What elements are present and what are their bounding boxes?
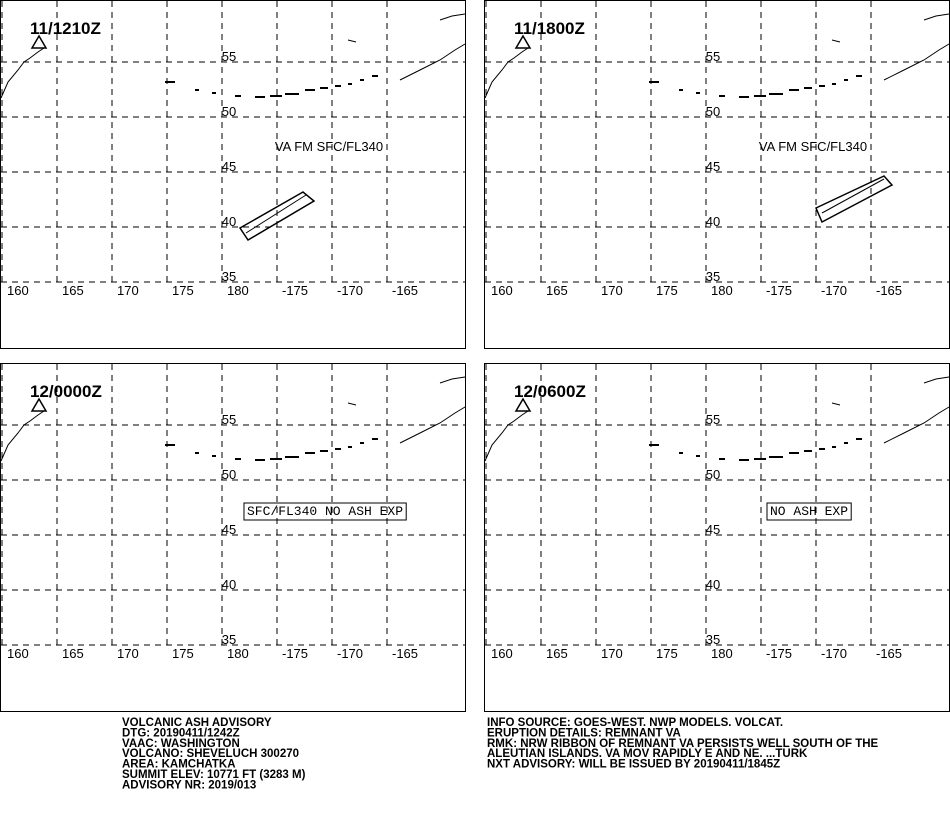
lon-label: 175 [656, 283, 678, 298]
lat-label: 50 [706, 467, 720, 482]
valid-time: 11/1210Z [30, 19, 101, 38]
ash-annotation: NO ASH EXP [770, 504, 848, 519]
lon-label: -175 [282, 283, 308, 298]
lat-label: 35 [222, 632, 236, 647]
panel-border [0, 363, 466, 712]
valid-time: 12/0600Z [514, 382, 586, 401]
islands [649, 438, 862, 461]
ash-area [815, 175, 894, 224]
lat-label: 40 [222, 577, 236, 592]
advisory-line: DTG: 20190411/1242Z [122, 727, 240, 739]
lat-label: 40 [706, 577, 720, 592]
ash-annotation: SFC/FL340 NO ASH EXP [247, 504, 403, 519]
map-panel: 160 165 170 175 180 -175 -170 -165 55 50 45 40 35 11/… [484, 0, 950, 349]
lon-label: 165 [62, 646, 84, 661]
ash-area [238, 191, 316, 242]
volcano-symbol [514, 34, 532, 49]
advisory-line: SUMMIT ELEV: 10771 FT (3283 M) [122, 769, 306, 781]
valid-time: 12/0000Z [30, 382, 102, 401]
lat-label: 35 [706, 632, 720, 647]
islands [165, 438, 378, 461]
lat-label: 50 [222, 104, 236, 119]
coastline [484, 13, 950, 99]
lon-label: -165 [392, 283, 418, 298]
hatch [821, 178, 885, 214]
lat-label: 45 [706, 159, 720, 174]
coastline [0, 13, 466, 99]
lon-label: 170 [601, 283, 623, 298]
lat-label: 55 [222, 412, 236, 427]
coastline [0, 376, 466, 462]
lat-label: 40 [222, 214, 236, 229]
lon-label: 170 [117, 646, 139, 661]
lat-label: 40 [706, 214, 720, 229]
lon-label: 180 [711, 646, 733, 661]
ash-annotation: VA FM SFC/FL340 [759, 139, 867, 154]
advisory-line: INFO SOURCE: GOES-WEST. NWP MODELS. VOLC… [487, 717, 783, 729]
lon-label: 175 [172, 283, 194, 298]
advisory-line: VOLCANIC ASH ADVISORY [122, 717, 272, 729]
lat-label: 35 [706, 269, 720, 284]
lat-label: 50 [222, 467, 236, 482]
panel-border [0, 0, 466, 349]
map-panel: 160 165 170 175 180 -175 -170 -165 55 50 45 40 35 12/… [0, 363, 466, 712]
advisory-line: AREA: KAMCHATKA [122, 759, 236, 771]
lon-label: 180 [227, 646, 249, 661]
advisory-line: VAAC: WASHINGTON [122, 738, 240, 750]
volcano-symbol [514, 397, 532, 412]
lat-label: 55 [706, 49, 720, 64]
panel-border [484, 0, 950, 349]
valid-time: 11/1800Z [514, 19, 585, 38]
advisory-line: VOLCANO: SHEVELUCH 300270 [122, 748, 299, 760]
lon-label: 160 [491, 283, 513, 298]
panel-border [484, 363, 950, 712]
islands [165, 75, 378, 98]
lat-label: 35 [222, 269, 236, 284]
volcano-symbol [30, 34, 48, 49]
lon-label: -170 [821, 646, 847, 661]
lon-label: -175 [766, 283, 792, 298]
annotation-box [243, 502, 407, 521]
lon-label: -170 [337, 283, 363, 298]
lon-label: 180 [227, 283, 249, 298]
lon-label: 170 [117, 283, 139, 298]
advisory-line: ADVISORY NR: 2019/013 [122, 779, 256, 791]
lon-label: -175 [282, 646, 308, 661]
lon-label: -165 [392, 646, 418, 661]
lon-label: 175 [656, 646, 678, 661]
lon-label: 160 [7, 646, 29, 661]
lon-label: 175 [172, 646, 194, 661]
advisory-line: ALEUTIAN ISLANDS. VA MOV RAPIDLY E AND N… [487, 748, 808, 760]
advisory-line: NXT ADVISORY: WILL BE ISSUED BY 20190411… [487, 759, 780, 771]
hatch [245, 194, 307, 234]
map-panel: 160 165 170 175 180 -175 -170 -165 55 50 45 40 35 12/… [484, 363, 950, 712]
lat-label: 45 [222, 522, 236, 537]
lon-label: 165 [546, 283, 568, 298]
lon-label: -175 [766, 646, 792, 661]
lat-label: 50 [706, 104, 720, 119]
lon-label: -170 [821, 283, 847, 298]
lon-label: -165 [876, 283, 902, 298]
lat-label: 45 [706, 522, 720, 537]
lon-label: 170 [601, 646, 623, 661]
lat-label: 45 [222, 159, 236, 174]
lon-label: 165 [546, 646, 568, 661]
coastline [484, 376, 950, 462]
volcano-symbol [30, 397, 48, 412]
lat-label: 55 [706, 412, 720, 427]
ash-annotation: VA FM SFC/FL340 [275, 139, 383, 154]
islands [649, 75, 862, 98]
lon-label: 160 [7, 283, 29, 298]
lon-label: 160 [491, 646, 513, 661]
lon-label: 180 [711, 283, 733, 298]
lon-label: -170 [337, 646, 363, 661]
map-panel: 160 165 170 175 180 -175 -170 -165 55 50 45 40 35 11/… [0, 0, 466, 349]
advisory-line: RMK: NRW RIBBON OF REMNANT VA PERSISTS W… [487, 738, 879, 750]
lat-label: 55 [222, 49, 236, 64]
lon-label: 165 [62, 283, 84, 298]
lon-label: -165 [876, 646, 902, 661]
annotation-box [766, 502, 852, 521]
advisory-line: ERUPTION DETAILS: REMNANT VA [487, 727, 681, 739]
